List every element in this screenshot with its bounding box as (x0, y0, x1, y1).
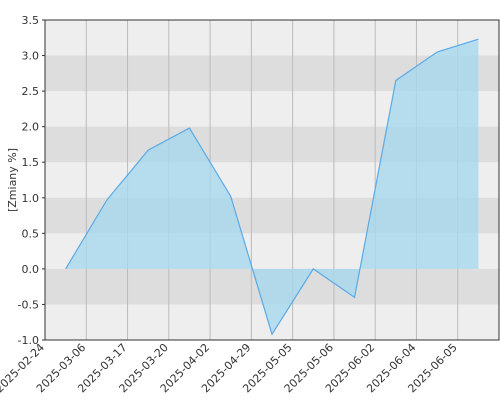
y-axis-label: [Zmiany %] (6, 148, 19, 212)
y-tick-label: -1.0 (18, 334, 39, 347)
y-tick-label: 3.5 (22, 14, 40, 27)
y-tick-label: 1.0 (22, 192, 40, 205)
y-tick-label: 0.0 (22, 263, 40, 276)
y-tick-label: 3.0 (22, 50, 40, 63)
y-tick-label: -0.5 (18, 298, 39, 311)
y-tick-label: 2.5 (22, 85, 40, 98)
y-tick-label: 0.5 (22, 227, 40, 240)
area (65, 39, 479, 335)
y-tick-label: 2.0 (22, 121, 40, 134)
line (65, 38, 479, 336)
y-tick-label: 1.5 (22, 156, 40, 169)
plot-border (44, 19, 500, 341)
